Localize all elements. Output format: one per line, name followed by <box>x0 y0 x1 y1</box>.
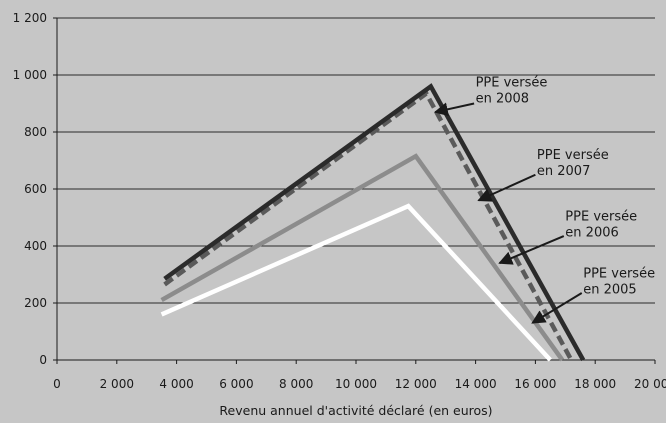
annotation-label-line2: en 2007 <box>537 164 590 179</box>
annotation-label-line1: PPE versée <box>476 75 548 90</box>
y-tick-label: 0 <box>39 353 47 367</box>
annotation-label-line1: PPE versée <box>565 209 637 224</box>
y-tick-label: 1 200 <box>13 11 47 25</box>
annotation-arrow <box>433 102 475 117</box>
series-line-3 <box>163 90 574 362</box>
series-line-1 <box>160 203 552 362</box>
x-tick-label: 6 000 <box>219 377 253 391</box>
x-tick-label: 2 000 <box>100 377 134 391</box>
series-line-4 <box>163 83 586 362</box>
x-tick-label: 4 000 <box>159 377 193 391</box>
axes <box>53 17 656 364</box>
annotation-label-line2: en 2006 <box>565 225 618 240</box>
series-line-2 <box>160 153 565 362</box>
x-tick-label: 14 000 <box>455 377 497 391</box>
y-tick-label: 1 000 <box>13 68 47 82</box>
annotation-arrow <box>531 292 583 324</box>
annotation-label-line2: en 2008 <box>476 91 529 106</box>
y-tick-label: 600 <box>24 182 47 196</box>
y-tick-label: 400 <box>24 239 47 253</box>
y-tick-label: 200 <box>24 296 47 310</box>
x-tick-label: 18 000 <box>574 377 616 391</box>
x-tick-label: 12 000 <box>395 377 437 391</box>
annotation-arrow <box>498 235 565 265</box>
x-tick-label: 10 000 <box>335 377 377 391</box>
x-axis-title: Revenu annuel d'activité déclaré (en eur… <box>219 403 492 418</box>
annotation-arrow <box>477 173 536 202</box>
annotation-label-line1: PPE versée <box>583 266 655 281</box>
gridlines <box>57 17 655 361</box>
y-tick-label: 800 <box>24 125 47 139</box>
x-tick-label: 16 000 <box>514 377 556 391</box>
x-tick-label: 0 <box>53 377 61 391</box>
annotation-label-line1: PPE versée <box>537 148 609 163</box>
annotation-label-line2: en 2005 <box>583 282 636 297</box>
series-group <box>160 83 586 362</box>
x-tick-label: 20 000 <box>634 377 666 391</box>
tick-labels: 0 200 400 600 800 1 000 1 200 0 2 000 4 000 6 000 8… <box>13 11 666 391</box>
x-tick-label: 8 000 <box>279 377 313 391</box>
